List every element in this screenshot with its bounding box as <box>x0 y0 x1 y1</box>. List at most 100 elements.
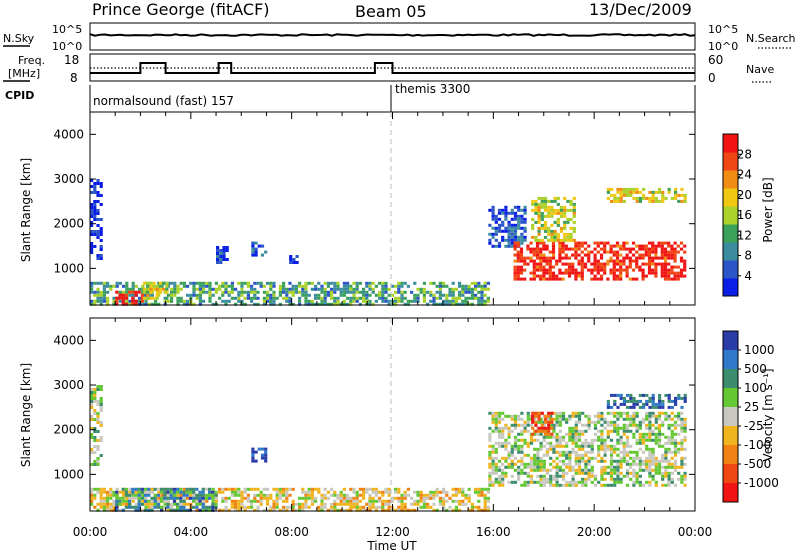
echo-cell <box>470 281 474 285</box>
echo-cell <box>651 196 655 200</box>
echo-cell <box>118 490 122 494</box>
echo-cell <box>596 259 600 263</box>
echo-cell <box>651 396 655 400</box>
echo-cell <box>488 453 492 457</box>
echo-cell <box>613 196 617 200</box>
echo-cell <box>109 493 113 497</box>
echo-cell <box>355 493 359 497</box>
echo-cell <box>676 265 680 269</box>
echo-cell <box>125 290 129 294</box>
echo-cell <box>155 287 159 291</box>
echo-cell <box>606 444 610 448</box>
velocity-colorbar-swatch <box>723 407 738 427</box>
echo-cell <box>551 247 556 251</box>
echo-cell <box>523 483 527 487</box>
echo-cell <box>109 508 113 512</box>
echo-cell <box>371 290 375 294</box>
echo-cell <box>355 287 359 291</box>
echo-cell <box>542 247 546 251</box>
echo-cell <box>526 483 530 487</box>
echo-cell <box>574 444 578 448</box>
echo-cell <box>673 462 678 466</box>
echo-cell <box>648 462 652 466</box>
echo-cell <box>147 508 151 512</box>
echo-cell <box>451 281 455 285</box>
echo-cell <box>494 450 498 454</box>
echo-cell <box>543 414 548 418</box>
echo-cell <box>246 284 250 288</box>
echo-cell <box>222 255 226 258</box>
echo-cell <box>124 293 128 297</box>
echo-cell <box>504 444 508 448</box>
echo-cell <box>416 499 420 503</box>
echo-cell <box>346 502 350 506</box>
echo-cell <box>448 302 452 306</box>
echo-cell <box>676 250 680 254</box>
echo-cell <box>501 480 505 484</box>
echo-cell <box>211 502 215 506</box>
echo-cell <box>680 459 684 463</box>
echo-cell <box>532 265 536 269</box>
echo-cell <box>477 499 481 503</box>
echo-cell <box>555 420 559 424</box>
echo-cell <box>451 287 455 291</box>
echo-cell <box>262 487 266 491</box>
echo-cell <box>93 206 97 209</box>
echo-cell <box>535 250 540 254</box>
echo-cell <box>657 411 662 415</box>
echo-cell <box>198 299 202 303</box>
echo-cell <box>298 299 302 303</box>
echo-cell <box>118 290 122 294</box>
echo-cell <box>314 487 318 491</box>
echo-cell <box>572 205 576 209</box>
echo-cell <box>577 456 582 460</box>
echo-cell <box>467 496 471 500</box>
echo-cell <box>670 268 674 272</box>
echo-cell <box>240 505 244 509</box>
echo-cell <box>491 420 495 424</box>
echo-cell <box>566 235 570 239</box>
echo-cell <box>606 196 610 200</box>
echo-cell <box>198 293 202 297</box>
echo-cell <box>131 493 135 497</box>
echo-cell <box>326 496 330 500</box>
echo-cell <box>577 244 581 248</box>
echo-cell <box>90 403 94 406</box>
echo-cell <box>256 499 260 503</box>
echo-cell <box>90 215 94 218</box>
echo-cell <box>214 290 218 294</box>
echo-cell <box>510 423 514 427</box>
echo-cell <box>648 456 652 460</box>
echo-cell <box>99 296 103 300</box>
echo-cell <box>638 435 642 439</box>
echo-cell <box>477 284 481 288</box>
echo-cell <box>683 462 687 466</box>
echo-cell <box>533 465 537 469</box>
echo-cell <box>416 493 420 497</box>
noise-sky-series <box>89 33 696 37</box>
echo-cell <box>336 284 340 288</box>
echo-cell <box>470 302 474 306</box>
echo-cell <box>477 290 481 294</box>
echo-cell <box>137 487 141 491</box>
echo-cell <box>545 471 550 475</box>
echo-cell <box>501 477 505 481</box>
echo-cell <box>537 220 541 224</box>
echo-cell <box>115 281 119 285</box>
echo-cell <box>552 474 556 478</box>
echo-cell <box>442 487 446 491</box>
echo-cell <box>556 211 560 215</box>
echo-cell <box>477 505 481 509</box>
echo-cell <box>149 296 153 300</box>
echo-cell <box>222 258 226 261</box>
echo-cell <box>613 402 617 406</box>
echo-cell <box>654 402 658 406</box>
echo-cell <box>99 233 103 236</box>
echo-cell <box>619 402 623 406</box>
echo-cell <box>461 487 465 491</box>
echo-cell <box>310 499 314 503</box>
echo-cell <box>680 429 684 433</box>
echo-cell <box>648 426 652 430</box>
echo-cell <box>593 262 597 266</box>
